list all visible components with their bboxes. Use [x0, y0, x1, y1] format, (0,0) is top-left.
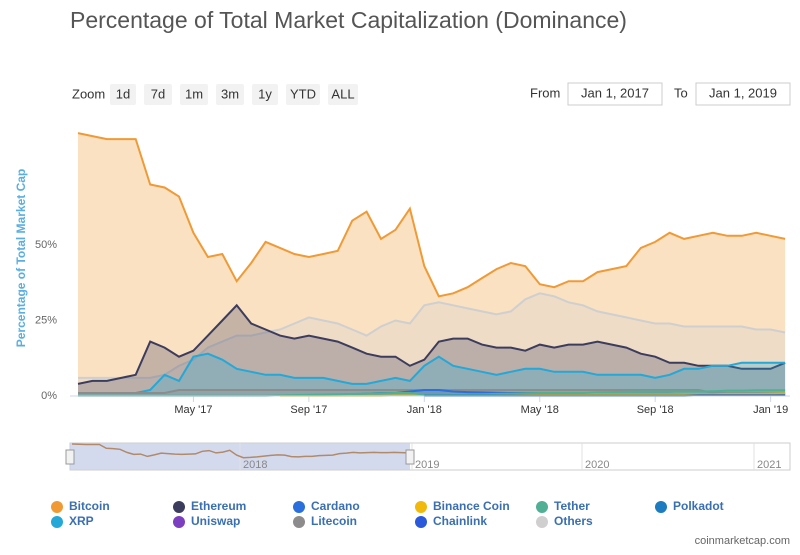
legend-marker[interactable]: [173, 516, 185, 528]
zoom-button-label[interactable]: 3m: [221, 86, 239, 101]
source: coinmarketcap.com: [695, 535, 790, 547]
x-tick-label: May '17: [174, 404, 212, 416]
zoom-button-label[interactable]: ALL: [331, 86, 354, 101]
x-tick-label: Jan '18: [407, 404, 442, 416]
legend-marker[interactable]: [655, 501, 667, 513]
from-value[interactable]: Jan 1, 2017: [581, 85, 649, 100]
y-tick-label: 50%: [35, 239, 57, 251]
navigator-label: 2020: [585, 459, 609, 471]
legend-label[interactable]: XRP: [69, 514, 94, 528]
navigator-handle[interactable]: [66, 450, 74, 464]
legend-marker[interactable]: [415, 501, 427, 513]
zoom-button-label[interactable]: YTD: [290, 86, 316, 101]
legend-marker[interactable]: [293, 501, 305, 513]
navigator-label: 2019: [415, 459, 439, 471]
navigator-label: 2021: [757, 459, 781, 471]
legend-label[interactable]: Chainlink: [433, 514, 487, 528]
x-tick-label: Jan '19: [753, 404, 788, 416]
legend-label[interactable]: Others: [554, 514, 593, 528]
y-axis-label: Percentage of Total Market Cap: [14, 169, 28, 348]
legend-label[interactable]: Litecoin: [311, 514, 357, 528]
legend-marker[interactable]: [293, 516, 305, 528]
legend-label[interactable]: Ethereum: [191, 499, 246, 513]
zoom-button-label[interactable]: 1y: [258, 86, 272, 101]
legend-marker[interactable]: [173, 501, 185, 513]
y-tick-label: 25%: [35, 314, 57, 326]
navigator-handle[interactable]: [406, 450, 414, 464]
legend-label[interactable]: Bitcoin: [69, 499, 110, 513]
x-tick-label: Sep '17: [290, 404, 327, 416]
legend-label[interactable]: Cardano: [311, 499, 360, 513]
legend-marker[interactable]: [536, 516, 548, 528]
chart-title: Percentage of Total Market Capitalizatio…: [70, 7, 627, 33]
legend-label[interactable]: Polkadot: [673, 499, 724, 513]
from-label: From: [530, 85, 560, 100]
x-tick-label: May '18: [521, 404, 559, 416]
y-tick-label: 0%: [41, 390, 57, 402]
legend-marker[interactable]: [51, 501, 63, 513]
legend-label[interactable]: Binance Coin: [433, 499, 510, 513]
navigator-label: 2018: [243, 459, 267, 471]
legend-label[interactable]: Tether: [554, 499, 590, 513]
legend-marker[interactable]: [51, 516, 63, 528]
legend-label[interactable]: Uniswap: [191, 514, 240, 528]
to-label: To: [674, 85, 688, 100]
x-tick-label: Sep '18: [637, 404, 674, 416]
zoom-button-label[interactable]: 7d: [151, 86, 165, 101]
to-value[interactable]: Jan 1, 2019: [709, 85, 777, 100]
zoom-label: Zoom: [72, 86, 105, 101]
zoom-button-label[interactable]: 1m: [185, 86, 203, 101]
zoom-button-label[interactable]: 1d: [116, 86, 130, 101]
legend-marker[interactable]: [415, 516, 427, 528]
legend-marker[interactable]: [536, 501, 548, 513]
